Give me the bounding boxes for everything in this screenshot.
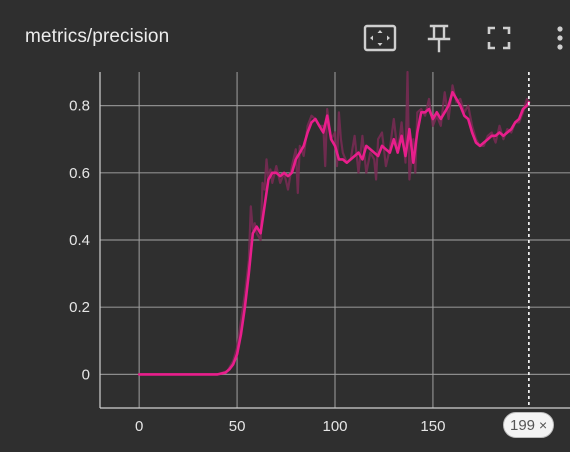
step-value: 199 — [510, 416, 536, 434]
card-title: metrics/precision — [25, 26, 170, 47]
x-tick-label: 150 — [420, 418, 445, 435]
more-options-button[interactable] — [542, 20, 570, 56]
close-icon[interactable]: × — [539, 417, 548, 433]
raw-series-line — [138, 70, 531, 376]
fullscreen-icon — [487, 26, 511, 50]
y-tick-label: 0.8 — [69, 98, 90, 115]
x-tick-label: 50 — [229, 418, 246, 435]
fullscreen-button[interactable] — [481, 20, 517, 56]
pin-icon — [427, 24, 451, 53]
axes: 0 0.2 0.4 0.6 0.8 0 50 100 150 — [69, 72, 570, 435]
x-tick-label: 0 — [135, 418, 143, 435]
series-group — [137, 70, 531, 376]
smoothed-series-line — [137, 90, 531, 376]
y-tick-label: 0.2 — [69, 299, 90, 316]
y-tick-label: 0.6 — [69, 165, 90, 182]
fit-domain-icon — [363, 24, 397, 52]
grid — [100, 72, 570, 408]
fit-domain-button[interactable] — [362, 20, 398, 56]
x-tick-label: 100 — [322, 418, 347, 435]
more-vert-icon — [557, 26, 563, 50]
card-toolbar — [0, 20, 570, 56]
y-tick-label: 0 — [82, 366, 90, 383]
step-badge[interactable]: 199 × — [503, 412, 555, 438]
pin-button[interactable] — [421, 20, 457, 56]
y-tick-label: 0.4 — [69, 232, 90, 249]
